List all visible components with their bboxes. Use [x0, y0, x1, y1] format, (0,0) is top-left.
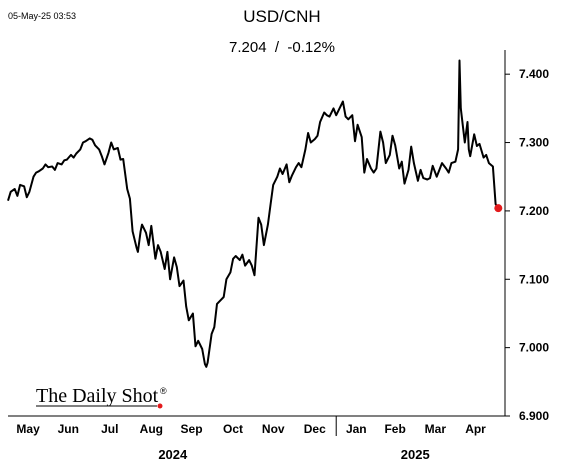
brand-mark: ® [160, 386, 167, 396]
plot-area [7, 59, 503, 368]
brand-logo: The Daily Shot ® [36, 385, 167, 409]
y-tick-label: 7.400 [519, 67, 549, 81]
y-tick-label: 6.900 [519, 409, 549, 423]
x-tick-label: Oct [223, 422, 243, 436]
brand-text: The Daily Shot [36, 385, 159, 407]
x-tick-label: May [16, 422, 40, 436]
x-tick-label: Dec [304, 422, 326, 436]
brand-dot [157, 403, 163, 409]
x-axis: May Jun Jul Aug Sep Oct Nov Dec Jan Feb Mar Apr 2024… [8, 415, 505, 462]
y-axis: 6.900 7.000 7.100 7.200 7.300 7.400 [504, 50, 549, 423]
year-label: 2024 [158, 447, 188, 462]
x-tick-label: Jan [346, 422, 367, 436]
x-tick-label: Sep [181, 422, 203, 436]
x-tick-label: Apr [465, 422, 486, 436]
x-tick-label: Jun [58, 422, 79, 436]
last-point-marker [494, 204, 503, 213]
x-tick-label: Nov [262, 422, 285, 436]
x-tick-label: Jul [101, 422, 118, 436]
x-tick-label: Feb [384, 422, 405, 436]
y-tick-label: 7.300 [519, 136, 549, 150]
year-label: 2025 [401, 447, 430, 462]
chart-title: USD/CNH [243, 7, 320, 26]
series-line [7, 59, 500, 368]
x-tick-label: Mar [425, 422, 447, 436]
timestamp: 05-May-25 03:53 [8, 11, 76, 21]
y-tick-label: 7.100 [519, 272, 549, 286]
chart-subtitle: 7.204 / -0.12% [229, 39, 335, 56]
y-tick-label: 7.200 [519, 204, 549, 218]
y-tick-label: 7.000 [519, 341, 549, 355]
x-tick-label: Aug [140, 422, 163, 436]
